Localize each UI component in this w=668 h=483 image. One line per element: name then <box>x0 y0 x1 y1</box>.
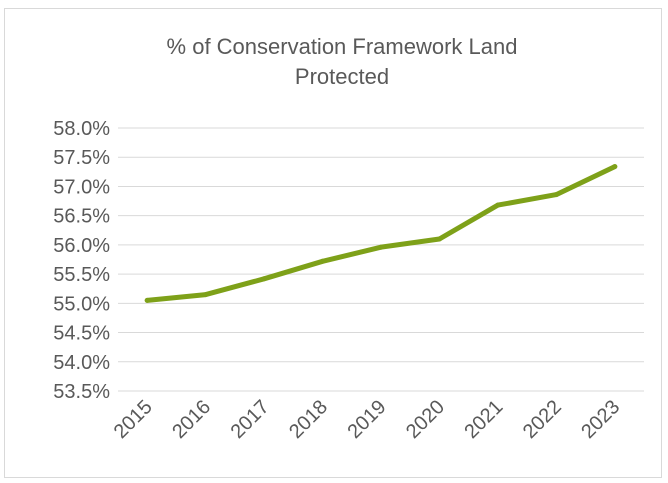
x-tick-label: 2015 <box>110 396 157 443</box>
x-tick-label: 2020 <box>402 396 449 443</box>
y-tick-label: 53.5% <box>53 381 110 403</box>
data-point <box>495 202 501 208</box>
gridlines <box>118 127 644 392</box>
data-point <box>144 297 150 303</box>
y-tick-label: 56.0% <box>53 235 110 257</box>
x-axis-tick-labels: 2015 2016 2017 2018 2019 2020 2021 2022 2023 <box>110 396 625 443</box>
chart-title-line-1: % of Conservation Framework Land <box>167 34 518 59</box>
chart-title-line-2: Protected <box>295 64 389 89</box>
x-tick-label: 2016 <box>168 396 215 443</box>
data-point <box>612 164 618 170</box>
y-tick-label: 55.0% <box>53 293 110 315</box>
y-axis-tick-labels: 58.0% 57.5% 57.0% 56.5% 56.0% 55.5% 55.0% 54.5%… <box>53 118 110 403</box>
x-tick-label: 2023 <box>577 396 624 443</box>
data-point <box>378 244 384 250</box>
y-tick-label: 58.0% <box>53 118 110 140</box>
x-tick-label: 2019 <box>344 396 391 443</box>
y-tick-label: 56.5% <box>53 206 110 228</box>
data-point <box>553 192 559 198</box>
series-layer <box>144 164 618 303</box>
y-tick-label: 54.5% <box>53 323 110 345</box>
chart-frame <box>4 8 662 478</box>
x-tick-label: 2017 <box>227 396 274 443</box>
y-tick-label: 55.5% <box>53 264 110 286</box>
data-point <box>261 276 267 282</box>
x-tick-label: 2018 <box>285 396 332 443</box>
x-tick-label: 2022 <box>519 396 566 443</box>
y-tick-label: 57.5% <box>53 147 110 169</box>
data-point <box>203 292 209 298</box>
x-tick-label: 2021 <box>460 396 507 443</box>
data-point <box>436 236 442 242</box>
data-point <box>320 258 326 264</box>
y-tick-label: 57.0% <box>53 176 110 198</box>
y-tick-label: 54.0% <box>53 352 110 374</box>
